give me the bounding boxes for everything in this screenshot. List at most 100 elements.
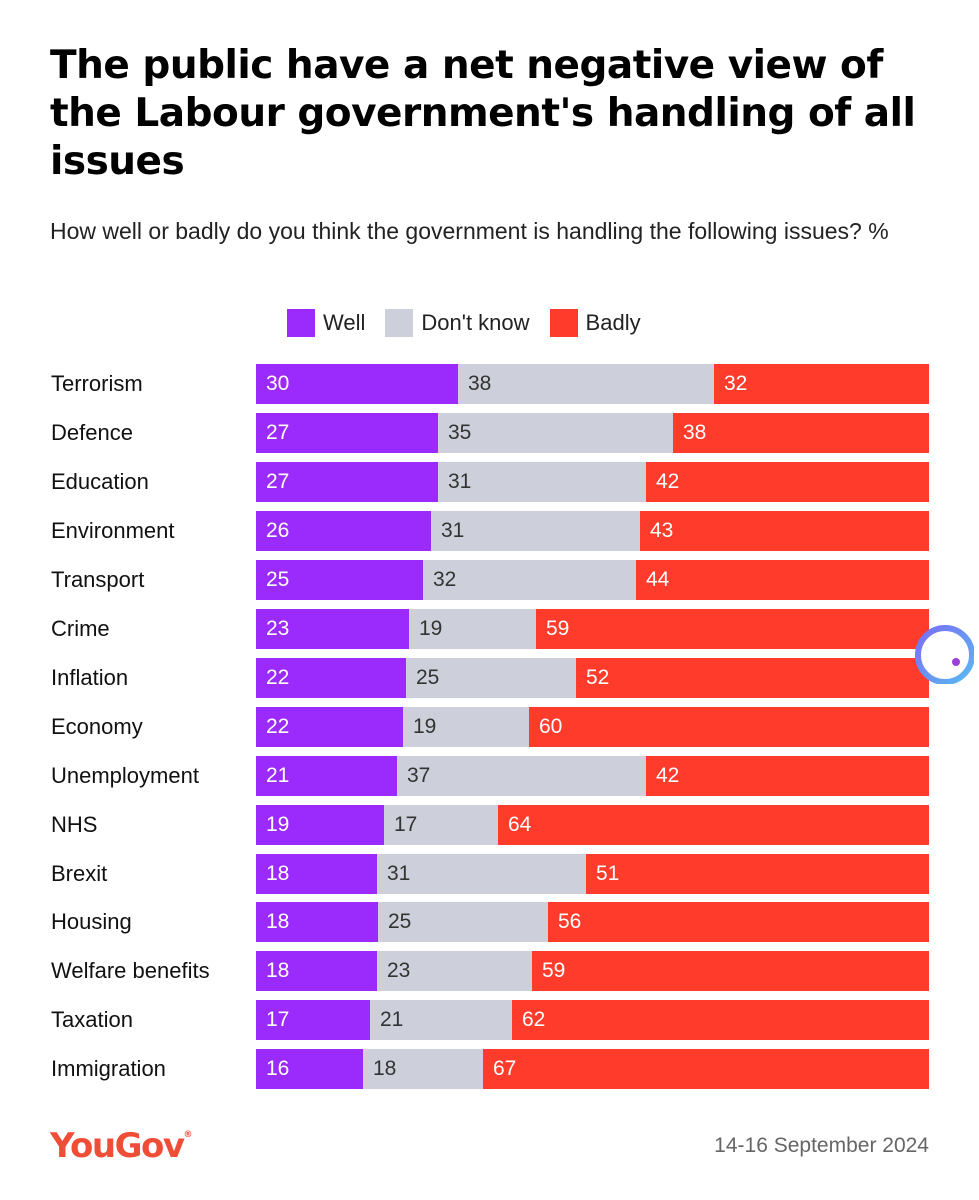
legend-swatch-well <box>287 309 315 337</box>
legend-label-badly: Badly <box>585 310 641 335</box>
value-label-well-brexit: 18 <box>266 862 290 885</box>
value-label-don-t-know-transport: 32 <box>433 568 457 591</box>
bar-don-t-know-nhs <box>384 805 498 845</box>
yougov-logo-mark: ® <box>183 1130 193 1140</box>
value-label-badly-crime: 59 <box>546 617 570 640</box>
value-label-well-taxation: 17 <box>266 1008 290 1031</box>
bar-badly-unemployment <box>646 756 929 796</box>
bar-badly-nhs <box>498 805 929 845</box>
category-label-transport: Transport <box>51 567 145 592</box>
category-label-education: Education <box>51 469 149 494</box>
category-label-housing: Housing <box>51 909 132 934</box>
value-label-badly-taxation: 62 <box>522 1008 546 1031</box>
value-label-badly-immigration: 67 <box>493 1057 517 1080</box>
value-label-well-crime: 23 <box>266 617 290 640</box>
category-label-welfare-benefits: Welfare benefits <box>51 958 210 983</box>
bar-well-nhs <box>256 805 384 845</box>
bar-don-t-know-environment <box>431 511 640 551</box>
value-label-badly-brexit: 51 <box>596 862 620 885</box>
category-label-nhs: NHS <box>51 812 98 837</box>
chart-title: The public have a net negative view of t… <box>50 43 916 184</box>
bar-badly-terrorism <box>714 364 929 404</box>
bar-badly-housing <box>548 902 929 942</box>
bar-well-defence <box>256 413 438 453</box>
category-label-immigration: Immigration <box>51 1056 166 1081</box>
bar-badly-transport <box>636 560 929 600</box>
value-label-badly-environment: 43 <box>650 519 674 542</box>
category-label-terrorism: Terrorism <box>51 371 143 396</box>
chart-subtitle: How well or badly do you think the gover… <box>50 218 889 244</box>
bar-well-terrorism <box>256 364 458 404</box>
bar-well-crime <box>256 609 409 649</box>
value-label-don-t-know-nhs: 17 <box>394 813 418 836</box>
bar-well-immigration <box>256 1049 363 1089</box>
value-label-well-economy: 22 <box>266 715 290 738</box>
bar-badly-inflation <box>576 658 929 698</box>
bar-don-t-know-unemployment <box>397 756 646 796</box>
bar-badly-education <box>646 462 929 502</box>
value-label-don-t-know-unemployment: 37 <box>407 764 431 787</box>
legend-label-well: Well <box>323 310 366 335</box>
bar-don-t-know-inflation <box>406 658 576 698</box>
bar-well-brexit <box>256 854 377 894</box>
value-label-well-inflation: 22 <box>266 666 290 689</box>
bar-well-welfare-benefits <box>256 951 377 991</box>
value-label-well-nhs: 19 <box>266 813 290 836</box>
value-label-don-t-know-terrorism: 38 <box>468 372 492 395</box>
value-label-don-t-know-immigration: 18 <box>373 1057 397 1080</box>
value-label-well-terrorism: 30 <box>266 372 290 395</box>
bar-don-t-know-brexit <box>377 854 586 894</box>
value-label-badly-nhs: 64 <box>508 813 532 836</box>
category-label-inflation: Inflation <box>51 665 129 690</box>
bar-well-inflation <box>256 658 406 698</box>
bar-don-t-know-crime <box>409 609 536 649</box>
value-label-don-t-know-defence: 35 <box>448 421 472 444</box>
value-label-badly-education: 42 <box>656 470 680 493</box>
value-label-don-t-know-economy: 19 <box>413 715 437 738</box>
value-label-badly-defence: 38 <box>683 421 707 444</box>
bar-don-t-know-immigration <box>363 1049 483 1089</box>
category-label-unemployment: Unemployment <box>51 763 199 788</box>
value-label-badly-unemployment: 42 <box>656 764 680 787</box>
bar-don-t-know-defence <box>438 413 673 453</box>
legend-label-dont-know: Don't know <box>421 310 530 335</box>
value-label-well-environment: 26 <box>266 519 290 542</box>
bar-badly-welfare-benefits <box>532 951 929 991</box>
value-label-don-t-know-housing: 25 <box>388 910 412 933</box>
bar-don-t-know-taxation <box>370 1000 512 1040</box>
category-label-taxation: Taxation <box>51 1007 133 1032</box>
legend-swatch-dont-know <box>385 309 414 337</box>
bar-badly-environment <box>640 511 929 551</box>
value-label-badly-inflation: 52 <box>586 666 610 689</box>
legend-item-well: Well <box>287 309 365 337</box>
bar-don-t-know-terrorism <box>458 364 714 404</box>
bar-don-t-know-transport <box>423 560 636 600</box>
category-label-brexit: Brexit <box>51 861 108 886</box>
value-label-don-t-know-taxation: 21 <box>380 1008 404 1031</box>
value-label-well-immigration: 16 <box>266 1057 290 1080</box>
value-label-don-t-know-crime: 19 <box>419 617 443 640</box>
category-label-defence: Defence <box>51 420 133 445</box>
fieldwork-date: 14-16 September 2024 <box>714 1134 929 1157</box>
value-label-badly-transport: 44 <box>646 568 670 591</box>
category-label-environment: Environment <box>51 518 175 543</box>
bar-well-education <box>256 462 438 502</box>
legend-swatch-badly <box>549 309 578 337</box>
category-label-economy: Economy <box>51 714 143 739</box>
bar-well-economy <box>256 707 403 747</box>
floating-scroll-widget[interactable] <box>912 622 974 684</box>
bar-don-t-know-housing <box>378 902 548 942</box>
bar-well-taxation <box>256 1000 370 1040</box>
bar-badly-brexit <box>586 854 929 894</box>
value-label-badly-terrorism: 32 <box>724 372 748 395</box>
bar-don-t-know-education <box>438 462 646 502</box>
value-label-don-t-know-environment: 31 <box>441 519 465 542</box>
bar-well-transport <box>256 560 423 600</box>
yougov-logo-text: YouGov <box>50 1126 185 1166</box>
value-label-don-t-know-education: 31 <box>448 470 472 493</box>
bar-don-t-know-welfare-benefits <box>377 951 532 991</box>
value-label-don-t-know-brexit: 31 <box>387 862 411 885</box>
value-label-well-housing: 18 <box>266 910 290 933</box>
value-label-well-transport: 25 <box>266 568 290 591</box>
value-label-badly-economy: 60 <box>539 715 563 738</box>
